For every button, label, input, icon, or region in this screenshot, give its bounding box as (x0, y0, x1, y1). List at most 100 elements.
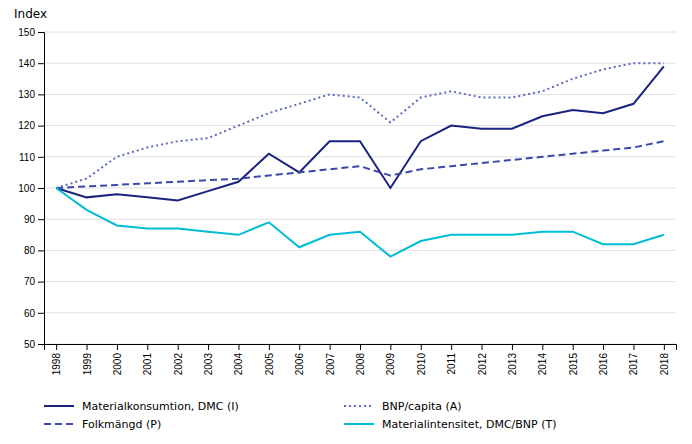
x-tick: 2017 (628, 344, 639, 375)
x-tick: 2009 (385, 344, 396, 375)
y-tick: 110 (19, 152, 44, 163)
grid-line (44, 94, 676, 95)
x-tick: 2008 (355, 344, 366, 375)
x-tick-mark (178, 344, 179, 350)
y-axis: 50 60 70 80 90 100 110 120 130 140 150 (18, 27, 44, 350)
x-tick: 1998 (51, 344, 62, 375)
x-tick-label: 2005 (264, 353, 275, 376)
x-tick-mark (269, 344, 270, 350)
y-tick-label: 150 (18, 27, 35, 38)
x-tick: 2004 (233, 344, 244, 375)
x-tick: 2016 (598, 344, 609, 375)
legend-swatch (344, 405, 374, 407)
x-tick-label: 2000 (112, 353, 123, 376)
x-axis-line (45, 345, 677, 351)
x-tick-mark (330, 344, 331, 350)
y-tick-label: 90 (24, 214, 36, 225)
legend-swatch (44, 423, 74, 425)
legend-item: Materialkonsumtion, DMC (I) (44, 400, 239, 413)
x-tick: 2010 (416, 344, 427, 375)
x-tick-label: 2013 (507, 353, 518, 376)
y-tick-label: 60 (24, 308, 36, 319)
legend-label: Materialintensitet, DMC/BNP (T) (382, 418, 557, 431)
y-tick: 150 (18, 27, 44, 38)
x-tick: 2001 (142, 344, 153, 375)
x-tick-mark (603, 344, 604, 350)
legend-item: Folkmängd (P) (44, 418, 161, 431)
legend-label: BNP/capita (A) (382, 400, 462, 413)
x-tick: 2012 (477, 344, 488, 375)
x-tick-label: 2002 (173, 353, 184, 376)
x-tick-label: 2017 (628, 353, 639, 376)
x-tick-mark (451, 344, 452, 350)
y-tick-label: 110 (19, 152, 35, 163)
grid-line (44, 156, 676, 157)
y-tick-mark (38, 32, 44, 33)
grid-line (44, 312, 676, 313)
y-tick: 120 (18, 120, 44, 131)
legend-label: Materialkonsumtion, DMC (I) (82, 400, 239, 413)
x-tick: 2000 (112, 344, 123, 375)
y-tick-label: 120 (18, 120, 35, 131)
x-tick-mark (421, 344, 422, 350)
y-tick-mark (38, 282, 44, 283)
y-tick: 70 (24, 276, 44, 287)
x-tick: 2006 (294, 344, 305, 375)
x-tick: 2013 (507, 344, 518, 375)
grid-line (44, 281, 676, 282)
series-line (56, 63, 664, 188)
x-tick-label: 1999 (82, 353, 93, 376)
legend-label: Folkmängd (P) (82, 418, 161, 431)
series-line (56, 188, 664, 257)
y-tick: 80 (24, 245, 44, 256)
x-tick-label: 2011 (446, 353, 457, 375)
x-tick: 1999 (82, 344, 93, 375)
x-tick: 2014 (537, 344, 548, 375)
x-tick-label: 2015 (568, 353, 579, 376)
y-tick-mark (38, 63, 44, 64)
x-tick-label: 2001 (142, 353, 153, 376)
x-tick-mark (87, 344, 88, 350)
legend-item: Materialintensitet, DMC/BNP (T) (344, 418, 557, 431)
legend-swatch (344, 423, 374, 425)
grid-line (44, 219, 676, 220)
x-tick-label: 2008 (355, 353, 366, 376)
x-tick-label: 2003 (203, 353, 214, 376)
x-tick: 2015 (568, 344, 579, 375)
grid-line (44, 125, 676, 126)
x-tick-mark (56, 344, 57, 350)
plot: 50 60 70 80 90 100 110 120 130 140 150 1998 1999 2000… (18, 27, 676, 376)
x-tick-mark (208, 344, 209, 350)
y-tick: 140 (18, 58, 44, 69)
x-tick-mark (512, 344, 513, 350)
x-tick-mark (117, 344, 118, 350)
x-tick: 2007 (325, 344, 336, 375)
x-tick: 2002 (173, 344, 184, 375)
y-tick-label: 80 (24, 245, 36, 256)
x-tick: 2018 (659, 344, 670, 375)
y-tick: 100 (18, 183, 44, 194)
x-tick-mark (360, 344, 361, 350)
x-tick-mark (238, 344, 239, 350)
y-tick-mark (38, 250, 44, 251)
x-tick-label: 2009 (385, 353, 396, 376)
grid-line (44, 188, 676, 189)
legend-swatch (44, 405, 74, 407)
grid-line (44, 63, 676, 64)
y-tick: 90 (24, 214, 44, 225)
y-tick: 130 (18, 89, 44, 100)
y-axis-line (38, 33, 45, 345)
y-tick-mark (38, 126, 44, 127)
y-tick-mark (38, 94, 44, 95)
x-tick-mark (482, 344, 483, 350)
y-tick-label: 130 (18, 89, 35, 100)
y-tick: 50 (24, 339, 44, 350)
lines (56, 63, 664, 256)
x-tick-mark (633, 344, 634, 350)
x-tick-mark (573, 344, 574, 350)
y-tick-mark (38, 188, 44, 189)
x-tick-mark (147, 344, 148, 350)
x-tick-label: 2010 (416, 353, 427, 376)
x-tick-mark (299, 344, 300, 350)
x-tick: 2005 (264, 344, 275, 375)
